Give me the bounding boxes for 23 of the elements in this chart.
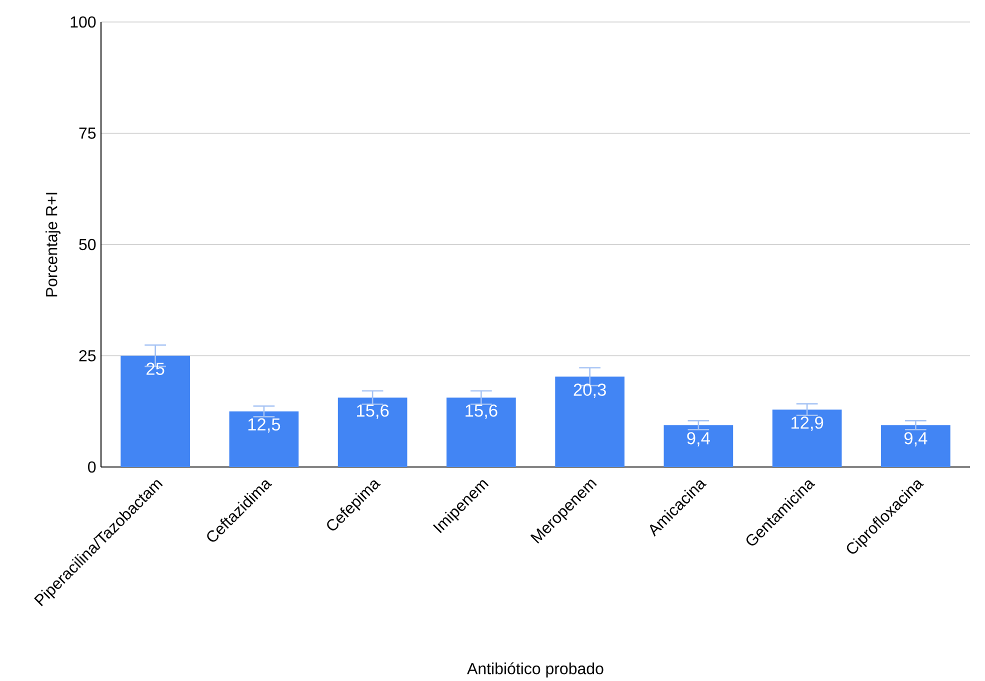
- data-label: 12,5: [248, 418, 280, 433]
- data-label: 25: [146, 362, 164, 375]
- bar: [772, 410, 842, 467]
- y-tick-label: 0: [88, 461, 96, 473]
- bar: [229, 411, 299, 467]
- x-axis-title: Antibiótico probado: [467, 662, 604, 678]
- y-tick-label: 100: [70, 16, 96, 28]
- y-tick-label: 50: [79, 238, 96, 250]
- y-tick-label: 25: [79, 350, 96, 362]
- y-axis-title: Porcentaje R+I: [46, 192, 60, 296]
- data-label: 15,6: [357, 404, 389, 419]
- data-label: 9,4: [904, 432, 928, 446]
- data-label: 12,9: [792, 416, 824, 431]
- bar: [555, 376, 624, 467]
- data-label: 20,3: [574, 384, 606, 398]
- data-label: 15,6: [466, 404, 498, 419]
- bar: [881, 425, 950, 467]
- bar: [664, 425, 734, 467]
- bar: [338, 398, 408, 467]
- y-tick-label: 75: [79, 128, 96, 139]
- bar: [120, 356, 190, 467]
- data-label: 9,4: [687, 432, 710, 446]
- bar: [446, 398, 516, 467]
